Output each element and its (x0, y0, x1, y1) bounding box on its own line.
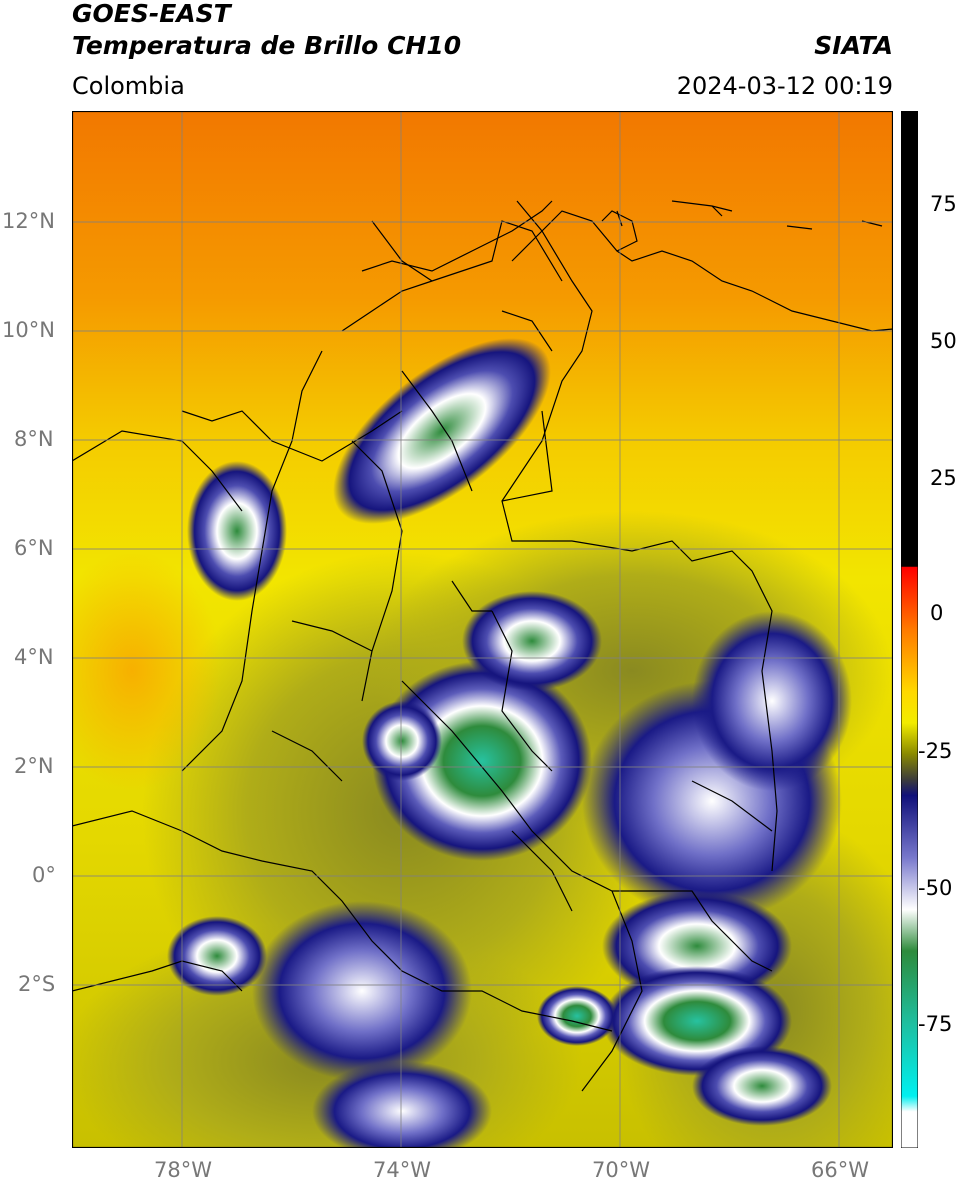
satellite-map (72, 111, 893, 1148)
colorbar-label: -50 (918, 876, 953, 900)
lat-label: 4°N (14, 645, 54, 669)
lat-label: 0° (32, 863, 56, 887)
lat-label: 8°N (14, 427, 54, 451)
storm-cell-choco (187, 461, 287, 601)
lat-label: 6°N (14, 536, 54, 560)
colorbar-label: 25 (930, 466, 957, 490)
lon-label: 66°W (811, 1158, 869, 1182)
lat-label: 10°N (2, 318, 55, 342)
lon-label: 74°W (373, 1158, 431, 1182)
title-satellite: GOES-EAST (72, 0, 231, 28)
lon-label: 70°W (592, 1158, 650, 1182)
lat-label: 12°N (2, 209, 55, 233)
borders (72, 200, 778, 1092)
map-border (72, 111, 893, 1148)
lat-label: 2°N (14, 754, 54, 778)
region-label: Colombia (72, 72, 185, 100)
lat-label: 2°S (18, 972, 56, 996)
colorbar-label: 0 (930, 601, 944, 625)
colorbar-label: -25 (918, 739, 953, 763)
storm-cell-caribbean (333, 338, 551, 524)
colorbar (901, 111, 918, 1148)
gridlines (72, 111, 893, 1148)
lon-label: 78°W (154, 1158, 212, 1182)
colorbar-label: 50 (930, 329, 957, 353)
source-label: SIATA (814, 31, 893, 60)
title-product: Temperatura de Brillo CH10 (72, 31, 462, 60)
colorbar-label: -75 (918, 1012, 953, 1036)
timestamp-label: 2024-03-12 00:19 (676, 72, 893, 100)
colorbar-label: 75 (930, 192, 957, 216)
colorbar-scale (901, 111, 918, 1148)
